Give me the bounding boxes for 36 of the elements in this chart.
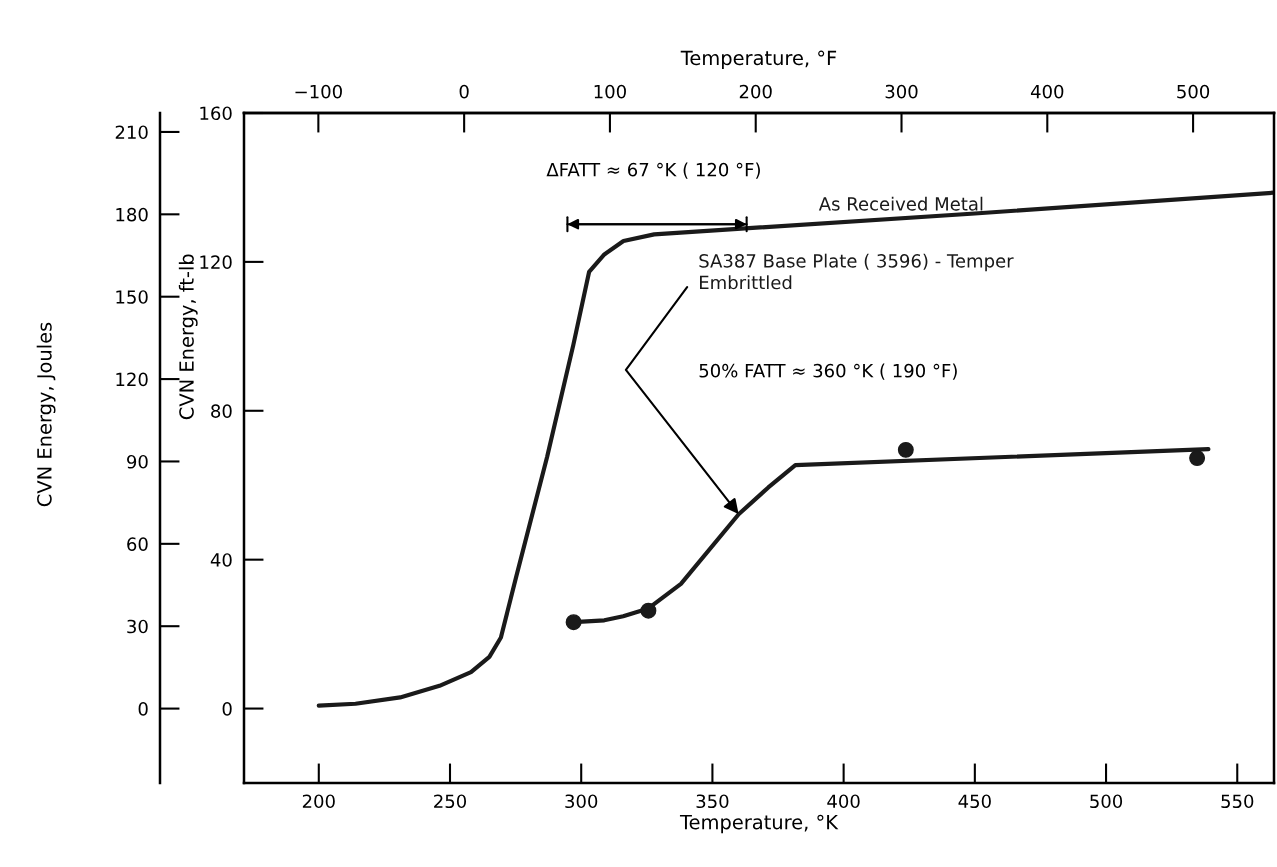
x-tick-label: 550 bbox=[1221, 794, 1254, 809]
x-tick-label: 400 bbox=[827, 794, 860, 809]
y2-tick-label: 0 bbox=[138, 702, 148, 716]
x-axis-title: Temperature, °K bbox=[679, 814, 839, 834]
x-tick-label: 300 bbox=[565, 794, 598, 809]
y2-tick-label: 90 bbox=[127, 454, 148, 469]
y2-tick-label: 30 bbox=[127, 619, 148, 634]
y-tick-label: 40 bbox=[210, 553, 232, 567]
x-tick-label: 450 bbox=[958, 794, 991, 809]
x2-tick-label: −100 bbox=[295, 84, 342, 99]
y-tick-label: 120 bbox=[200, 255, 232, 270]
annotation: ΔFATT ≈ 67 °K ( 120 °F) bbox=[546, 162, 760, 179]
y2-tick-label: 210 bbox=[115, 125, 148, 140]
x2-axis-title: Temperature, °F bbox=[680, 50, 837, 70]
x2-tick-label: 100 bbox=[594, 84, 626, 99]
x-tick-label: 350 bbox=[696, 794, 729, 809]
x2-tick-label: 300 bbox=[885, 84, 918, 99]
y-tick-label: 0 bbox=[222, 702, 232, 716]
x-tick-label: 250 bbox=[434, 794, 467, 809]
y-axis-title: CVN Energy, ft-lb bbox=[178, 254, 198, 420]
annotation: 50% FATT ≈ 360 °K ( 190 °F) bbox=[699, 363, 957, 380]
y-tick-label: 80 bbox=[211, 404, 232, 418]
y-tick-label: 160 bbox=[200, 106, 232, 121]
y2-tick-label: 60 bbox=[127, 537, 148, 551]
x-tick-label: 500 bbox=[1090, 794, 1123, 809]
x-tick-label: 200 bbox=[302, 794, 335, 809]
text: SA387 Base Plate ( 3596) - Temper Embrittled bbox=[699, 253, 1014, 290]
x2-tick-label: 500 bbox=[1177, 84, 1210, 99]
x2-tick-label: 0 bbox=[459, 84, 469, 99]
y2-tick-label: 120 bbox=[116, 372, 148, 387]
y2-tick-label: 180 bbox=[116, 207, 148, 222]
x2-tick-label: 400 bbox=[1030, 84, 1064, 99]
y2-axis-title: CVN Energy, Joules bbox=[36, 322, 56, 507]
series-label: As Received Metal bbox=[818, 196, 983, 211]
x2-tick-label: 200 bbox=[739, 84, 772, 99]
y2-tick-label: 150 bbox=[116, 290, 148, 304]
